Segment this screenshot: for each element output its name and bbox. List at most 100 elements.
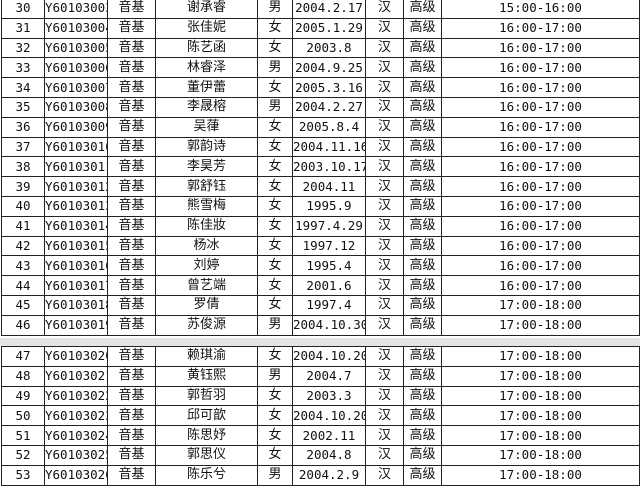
- exam-id: Y60103021: [44, 365, 108, 387]
- row-number: 36: [1, 116, 45, 138]
- row-number: 48: [1, 365, 45, 387]
- exam-id: Y60103013: [44, 195, 108, 217]
- birth-date: 2004.11.16: [292, 136, 366, 158]
- student-name: 曾艺端: [155, 275, 258, 296]
- birth-date: 1997.4.29: [292, 215, 366, 237]
- subject: 音基: [107, 294, 156, 316]
- gender: 女: [257, 235, 293, 257]
- ethnicity: 汉: [365, 464, 404, 486]
- student-name: 郭哲羽: [155, 385, 258, 407]
- exam-id: Y60103015: [44, 235, 108, 257]
- level: 高级: [403, 195, 442, 217]
- birth-date: 2003.10.17: [292, 156, 366, 178]
- subject: 音基: [107, 464, 156, 486]
- ethnicity: 汉: [365, 294, 404, 316]
- row-number: 35: [1, 96, 45, 118]
- ethnicity: 汉: [365, 235, 404, 257]
- level: 高级: [403, 405, 442, 427]
- subject: 音基: [107, 255, 156, 277]
- exam-id: Y60103026: [44, 464, 108, 486]
- row-number: 49: [1, 385, 45, 407]
- student-table-part-1: 30 Y60103003 音基 谢承睿男 2004.2.17 汉高级 15:00-16:00…: [1, 0, 640, 336]
- birth-date: 2001.6: [292, 275, 366, 296]
- birth-date: 2004.2.17: [292, 0, 366, 19]
- student-name: 陈艺函: [155, 37, 258, 59]
- gender: 女: [257, 444, 293, 466]
- student-name: 罗倩: [155, 294, 258, 316]
- ethnicity: 汉: [365, 116, 404, 138]
- birth-date: 2004.10.20: [292, 405, 366, 427]
- level: 高级: [403, 116, 442, 138]
- row-number: 40: [1, 195, 45, 217]
- exam-id: Y60103014: [44, 215, 108, 237]
- gender: 女: [257, 275, 293, 296]
- table-row: 30 Y60103003 音基 谢承睿男 2004.2.17 汉高级 15:00-16:00: [1, 0, 640, 19]
- exam-id: Y60103018: [44, 294, 108, 316]
- birth-date: 2004.2.9: [292, 464, 366, 486]
- exam-id: Y60103010: [44, 136, 108, 158]
- ethnicity: 汉: [365, 156, 404, 178]
- ethnicity: 汉: [365, 314, 404, 336]
- gender: 女: [257, 195, 293, 217]
- row-number: 44: [1, 275, 45, 296]
- birth-date: 2004.8: [292, 444, 366, 466]
- row-number: 50: [1, 405, 45, 427]
- ethnicity: 汉: [365, 57, 404, 79]
- birth-date: 1995.4: [292, 255, 366, 277]
- ethnicity: 汉: [365, 136, 404, 158]
- exam-id: Y60103009: [44, 116, 108, 138]
- table-row: 44 Y60103017 音基 曾艺端女 2001.6 汉高级 16:00-17:00: [1, 275, 640, 296]
- exam-time: 16:00-17:00: [441, 77, 640, 98]
- gender: 男: [257, 464, 293, 486]
- ethnicity: 汉: [365, 405, 404, 427]
- gender: 男: [257, 365, 293, 387]
- subject: 音基: [107, 235, 156, 257]
- student-name: 郭思仪: [155, 444, 258, 466]
- exam-time: 16:00-17:00: [441, 17, 640, 39]
- exam-id: Y60103016: [44, 255, 108, 277]
- subject: 音基: [107, 275, 156, 296]
- table-row: 40 Y60103013 音基 熊雪梅女 1995.9 汉高级 16:00-17:00: [1, 195, 640, 217]
- student-name: 郭舒钰: [155, 176, 258, 197]
- gender: 男: [257, 314, 293, 336]
- student-name: 刘婷: [155, 255, 258, 277]
- student-name: 李昊芳: [155, 156, 258, 178]
- gender: 女: [257, 385, 293, 407]
- subject: 音基: [107, 156, 156, 178]
- student-name: 李晟榕: [155, 96, 258, 118]
- ethnicity: 汉: [365, 195, 404, 217]
- subject: 音基: [107, 385, 156, 407]
- exam-time: 17:00-18:00: [441, 385, 640, 407]
- gender: 女: [257, 136, 293, 158]
- subject: 音基: [107, 425, 156, 446]
- exam-id: Y60103025: [44, 444, 108, 466]
- subject: 音基: [107, 77, 156, 98]
- student-name: 谢承睿: [155, 0, 258, 19]
- ethnicity: 汉: [365, 77, 404, 98]
- exam-time: 16:00-17:00: [441, 156, 640, 178]
- level: 高级: [403, 156, 442, 178]
- student-name: 杨冰: [155, 235, 258, 257]
- birth-date: 1997.4: [292, 294, 366, 316]
- student-name: 郭韵诗: [155, 136, 258, 158]
- level: 高级: [403, 176, 442, 197]
- table-row: 41 Y60103014 音基 陈佳妝女 1997.4.29 汉高级 16:00-17:00: [1, 215, 640, 237]
- gender: 女: [257, 37, 293, 59]
- birth-date: 2004.10.30: [292, 314, 366, 336]
- exam-id: Y60103024: [44, 425, 108, 446]
- table-row: 43 Y60103016 音基 刘婷女 1995.4 汉高级 16:00-17:00: [1, 255, 640, 277]
- subject: 音基: [107, 116, 156, 138]
- subject: 音基: [107, 17, 156, 39]
- exam-time: 17:00-18:00: [441, 346, 640, 367]
- gender: 男: [257, 57, 293, 79]
- table-row: 47 Y60103020 音基 赖琪渝女 2004.10.20 汉高级 17:00-18:0…: [1, 346, 640, 367]
- birth-date: 2005.1.29: [292, 17, 366, 39]
- exam-time: 17:00-18:00: [441, 294, 640, 316]
- row-number: 32: [1, 37, 45, 59]
- exam-time: 16:00-17:00: [441, 275, 640, 296]
- level: 高级: [403, 255, 442, 277]
- row-number: 53: [1, 464, 45, 486]
- gender: 女: [257, 405, 293, 427]
- ethnicity: 汉: [365, 176, 404, 197]
- gender: 女: [257, 176, 293, 197]
